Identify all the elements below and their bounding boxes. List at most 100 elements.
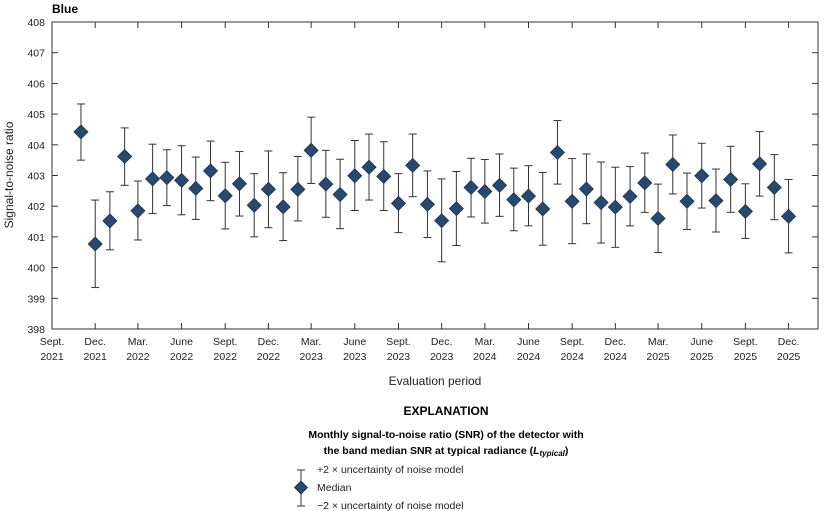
legend-caption-line1: Monthly signal-to-noise ratio (SNR) of t…	[308, 429, 583, 441]
data-point	[347, 140, 363, 211]
median-diamond	[376, 168, 392, 184]
median-diamond	[665, 156, 681, 173]
median-diamond	[434, 213, 450, 229]
data-point	[766, 154, 782, 221]
legend-errorbar-symbol	[293, 469, 309, 507]
legend-caption-suffix: )	[565, 445, 569, 457]
x-tick-label-month: Dec.	[778, 336, 800, 348]
data-point	[564, 158, 580, 245]
data-point	[723, 145, 739, 213]
data-point	[448, 171, 464, 246]
x-tick-label-month: Sept.	[40, 336, 65, 348]
median-diamond	[275, 199, 291, 215]
legend-heading: EXPLANATION	[403, 404, 488, 418]
panel-title: Blue	[52, 2, 78, 16]
x-tick-label-year: 2022	[170, 351, 194, 363]
median-diamond	[303, 142, 319, 158]
data-point	[752, 131, 768, 197]
x-tick-label-month: Sept.	[560, 336, 585, 348]
data-point	[405, 133, 421, 198]
median-diamond	[202, 163, 219, 179]
median-diamond	[217, 188, 233, 204]
median-diamond	[290, 181, 306, 197]
y-tick-label: 405	[27, 109, 45, 121]
x-tick-label-month: June	[517, 336, 540, 348]
median-diamond	[246, 197, 262, 213]
x-tick-label: Sept. 2024	[560, 336, 585, 363]
x-tick-label-year: 2022	[214, 351, 238, 363]
x-tick-label-year: 2024	[517, 351, 541, 363]
median-diamond	[737, 203, 753, 219]
data-point	[737, 183, 753, 239]
x-tick-label: Mar. 2024	[473, 336, 497, 363]
data-point	[102, 191, 118, 251]
median-diamond	[637, 175, 653, 191]
median-diamond	[188, 180, 204, 196]
x-tick-label-month: June	[690, 336, 713, 348]
x-tick-label: Sept. 2023	[386, 336, 411, 363]
y-tick-label: 407	[27, 48, 45, 60]
y-tick-label: 398	[27, 324, 45, 336]
legend-upper-label: +2 × uncertainty of noise model	[317, 464, 464, 476]
median-diamond	[708, 193, 724, 209]
x-tick-label: Mar. 2022	[126, 336, 150, 363]
x-tick-label: Dec. 2025	[777, 336, 801, 363]
median-diamond	[607, 199, 623, 215]
data-point	[332, 158, 348, 230]
median-diamond	[318, 176, 334, 192]
median-diamond	[578, 181, 594, 197]
x-tick-label-year: 2025	[777, 351, 801, 363]
x-tick-label: Sept. 2021	[40, 336, 65, 363]
data-point	[159, 149, 175, 207]
data-point	[260, 150, 276, 229]
data-point	[145, 143, 161, 215]
median-diamond	[650, 210, 666, 227]
median-diamond	[622, 188, 638, 204]
x-tick-label-month: Sept.	[386, 336, 411, 348]
median-diamond	[405, 157, 421, 173]
x-tick-label-month: Mar.	[475, 336, 495, 348]
y-axis-title: Signal-to-noise ratio	[2, 121, 16, 228]
y-tick-label: 399	[27, 293, 45, 305]
x-tick-label-year: 2025	[690, 351, 714, 363]
data-point	[477, 159, 493, 224]
median-diamond	[361, 159, 377, 175]
legend-lower-label: −2 × uncertainty of noise model	[317, 500, 464, 511]
legend-caption-symbol: L	[533, 445, 539, 457]
x-tick-label-month: Mar.	[648, 336, 668, 348]
x-tick-label: June 2022	[170, 336, 194, 363]
data-point	[303, 116, 319, 184]
median-diamond	[102, 213, 118, 229]
median-diamond	[766, 179, 782, 196]
legend-caption-line2: the band median SNR at typical radiance …	[324, 445, 569, 458]
x-tick-label: Mar. 2023	[299, 336, 323, 363]
data-point	[290, 155, 306, 222]
data-point	[650, 183, 666, 254]
x-tick-label-month: Dec.	[258, 336, 280, 348]
data-point	[506, 167, 522, 232]
median-diamond	[390, 195, 407, 212]
median-diamond	[173, 172, 190, 188]
x-tick-label-month: June	[343, 336, 366, 348]
x-tick-label-year: 2023	[430, 351, 454, 363]
legend-median-diamond	[293, 480, 309, 495]
legend-median-label: Median	[317, 482, 352, 494]
x-tick-label: Sept. 2025	[733, 336, 758, 363]
y-tick-label: 404	[27, 140, 45, 152]
data-point	[231, 151, 248, 217]
data-point	[694, 142, 710, 209]
x-tick-label-month: June	[170, 336, 193, 348]
legend: EXPLANATION Monthly signal-to-noise rati…	[293, 404, 584, 511]
data-point	[202, 140, 219, 202]
y-tick-label: 402	[27, 201, 45, 213]
y-tick-label: 406	[27, 78, 45, 90]
x-tick-label-year: 2023	[343, 351, 367, 363]
median-diamond	[419, 196, 435, 212]
x-tick-label-year: 2021	[40, 351, 64, 363]
data-point	[622, 166, 638, 227]
data-point	[578, 153, 594, 225]
median-diamond	[463, 179, 479, 196]
data-point	[708, 168, 724, 233]
x-tick-label: Sept. 2022	[213, 336, 238, 363]
